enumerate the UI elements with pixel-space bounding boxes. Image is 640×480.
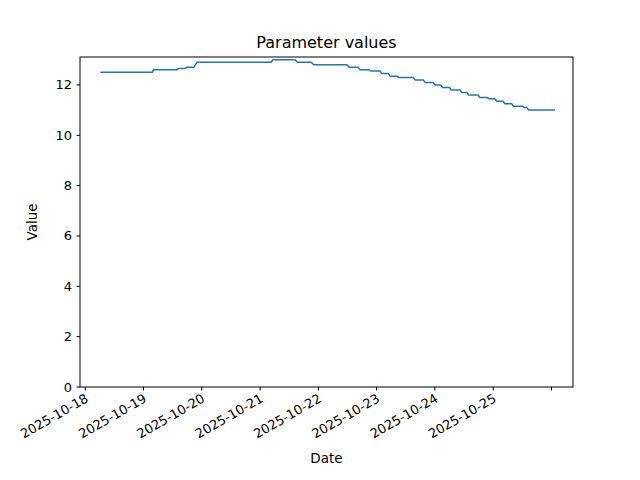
series-group	[100, 60, 555, 110]
y-tick-label: 4	[64, 279, 72, 294]
y-axis-label: Value	[24, 203, 40, 240]
y-tick-label: 10	[55, 128, 72, 143]
data-line	[100, 60, 555, 110]
y-tick-label: 2	[64, 329, 72, 344]
y-tick-label: 0	[64, 380, 72, 395]
chart-title: Parameter values	[256, 33, 396, 52]
y-axis-ticks: 0 2 4 6 8 10 12	[55, 77, 80, 394]
plot-border	[80, 57, 573, 387]
y-tick-label: 6	[64, 228, 72, 243]
y-tick-label: 8	[64, 178, 72, 193]
x-axis-label: Date	[310, 450, 342, 466]
x-axis-ticks: 2025-10-182025-10-192025-10-202025-10-21…	[18, 387, 552, 441]
figure-canvas: 2025-10-182025-10-192025-10-202025-10-21…	[0, 0, 640, 480]
y-tick-label: 12	[55, 77, 72, 92]
line-chart: 2025-10-182025-10-192025-10-202025-10-21…	[0, 0, 640, 480]
